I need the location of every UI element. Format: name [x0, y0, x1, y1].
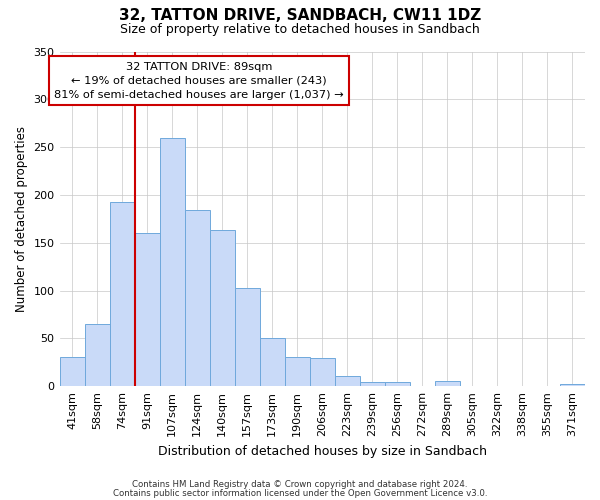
Bar	[310, 358, 335, 386]
Bar	[134, 233, 160, 386]
Bar	[185, 210, 209, 386]
Bar	[285, 356, 310, 386]
X-axis label: Distribution of detached houses by size in Sandbach: Distribution of detached houses by size …	[158, 444, 487, 458]
Bar	[59, 358, 85, 386]
Bar	[360, 382, 385, 386]
Bar	[260, 338, 285, 386]
Bar	[335, 376, 360, 386]
Bar	[560, 384, 585, 386]
Bar	[385, 382, 410, 386]
Bar	[235, 288, 260, 386]
Text: 32 TATTON DRIVE: 89sqm
← 19% of detached houses are smaller (243)
81% of semi-de: 32 TATTON DRIVE: 89sqm ← 19% of detached…	[54, 62, 344, 100]
Bar	[110, 202, 134, 386]
Bar	[435, 382, 460, 386]
Bar	[85, 324, 110, 386]
Text: Contains public sector information licensed under the Open Government Licence v3: Contains public sector information licen…	[113, 488, 487, 498]
Bar	[160, 138, 185, 386]
Text: Size of property relative to detached houses in Sandbach: Size of property relative to detached ho…	[120, 22, 480, 36]
Text: 32, TATTON DRIVE, SANDBACH, CW11 1DZ: 32, TATTON DRIVE, SANDBACH, CW11 1DZ	[119, 8, 481, 22]
Text: Contains HM Land Registry data © Crown copyright and database right 2024.: Contains HM Land Registry data © Crown c…	[132, 480, 468, 489]
Bar	[209, 230, 235, 386]
Y-axis label: Number of detached properties: Number of detached properties	[15, 126, 28, 312]
